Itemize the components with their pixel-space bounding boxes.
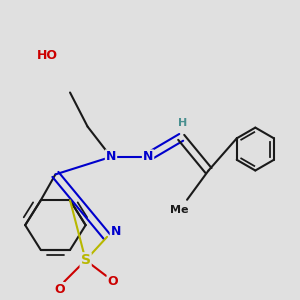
Text: N: N <box>143 150 153 164</box>
Text: O: O <box>108 275 118 288</box>
Text: S: S <box>81 253 91 267</box>
Text: Me: Me <box>170 205 188 214</box>
Text: O: O <box>54 283 64 296</box>
Text: N: N <box>106 150 116 164</box>
Text: N: N <box>111 226 121 238</box>
Text: H: H <box>178 118 187 128</box>
Text: HO: HO <box>37 49 58 62</box>
